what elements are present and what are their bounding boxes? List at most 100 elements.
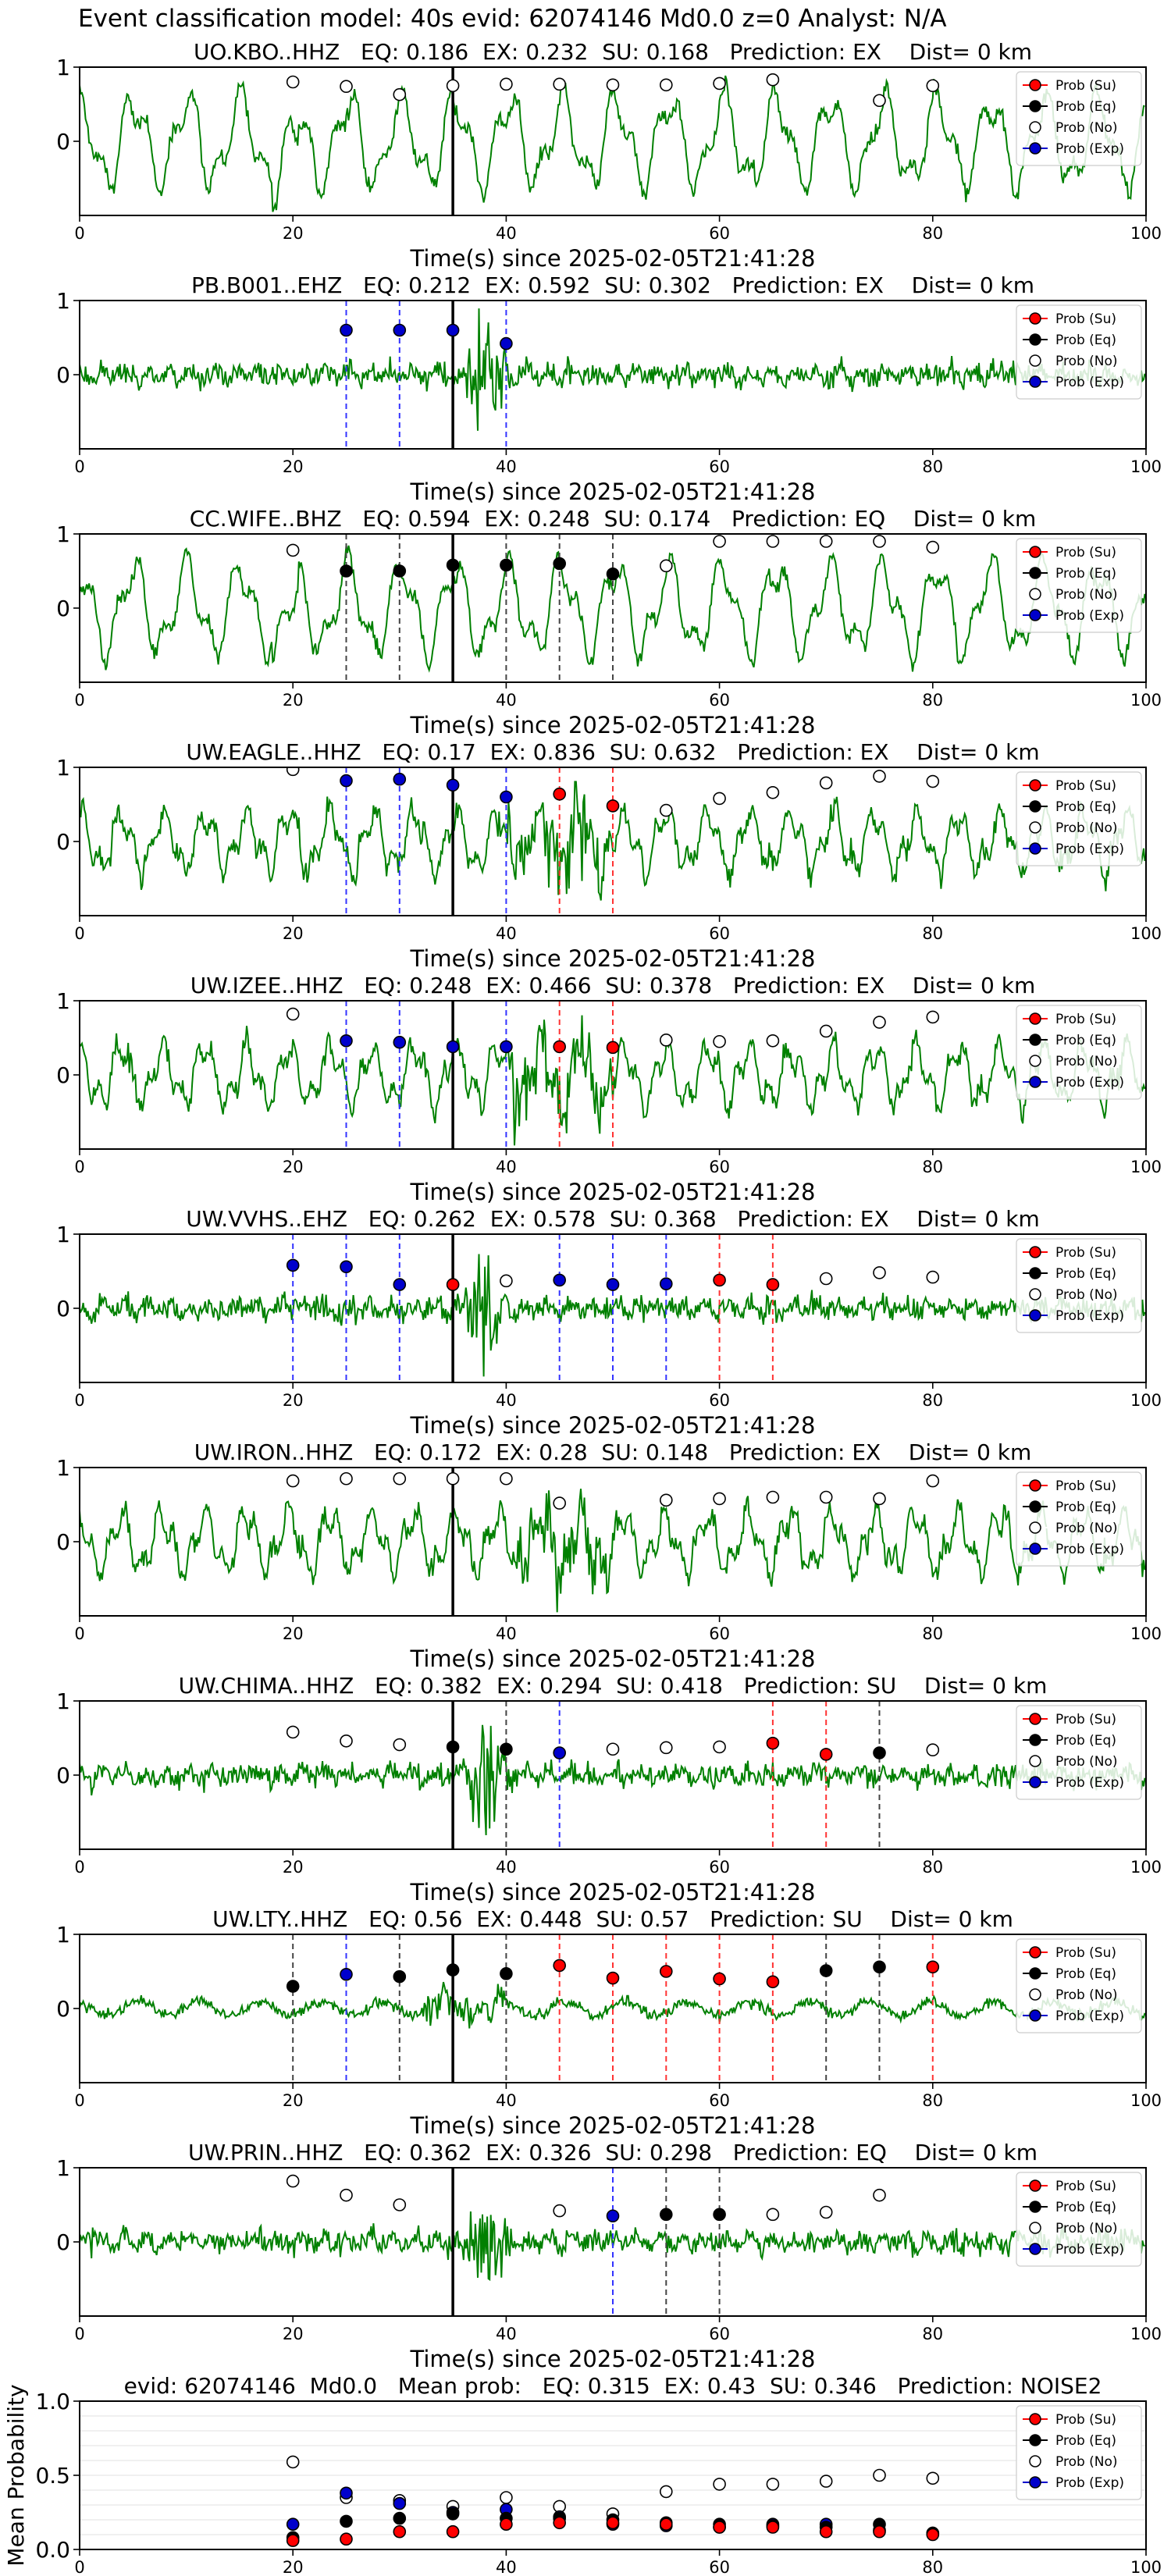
legend-label: Prob (Su) bbox=[1055, 311, 1116, 327]
prob-marker-no bbox=[926, 540, 940, 554]
legend: Prob (Su) Prob (Eq) Prob (No) Prob (Exp) bbox=[1016, 1005, 1142, 1100]
legend-marker-eq bbox=[1029, 333, 1041, 346]
legend-marker-su bbox=[1029, 1713, 1041, 1725]
prob-marker-eq bbox=[713, 2208, 726, 2222]
x-tick-label: 0 bbox=[74, 1391, 84, 1410]
legend: Prob (Su) Prob (Eq) Prob (No) Prob (Exp) bbox=[1016, 538, 1142, 633]
x-tick-label: 100 bbox=[1130, 1624, 1162, 1643]
mean-prob-point-no bbox=[926, 2471, 940, 2485]
chart-panel: UW.PRIN..HHZ EQ: 0.362 EX: 0.326 SU: 0.2… bbox=[56, 2140, 1162, 2372]
mean-prob-point-su bbox=[393, 2524, 407, 2539]
x-tick-label: 60 bbox=[709, 1858, 730, 1877]
prob-marker-no bbox=[873, 94, 886, 108]
x-tick-label: 40 bbox=[496, 1624, 517, 1643]
legend-marker-exp bbox=[1029, 2009, 1041, 2022]
prob-marker-no bbox=[500, 77, 513, 91]
prob-marker-no bbox=[819, 1272, 833, 1286]
legend-marker-no bbox=[1029, 1288, 1041, 1300]
prob-marker-no bbox=[553, 77, 567, 91]
legend-marker-no bbox=[1029, 121, 1041, 133]
x-tick-label: 100 bbox=[1130, 224, 1162, 243]
legend-marker-no bbox=[1029, 821, 1041, 834]
mean-prob-point-eq bbox=[446, 2507, 460, 2521]
x-tick-label: 80 bbox=[922, 691, 943, 710]
x-tick-label: 20 bbox=[283, 2091, 304, 2110]
plot-area bbox=[80, 767, 1146, 916]
x-tick-label: 40 bbox=[496, 224, 517, 243]
chart-title: UW.IZEE..HHZ EQ: 0.248 EX: 0.466 SU: 0.3… bbox=[190, 973, 1036, 998]
y-tick-label: 0 bbox=[56, 1062, 70, 1088]
legend-marker-eq bbox=[1029, 567, 1041, 579]
legend-marker-exp bbox=[1029, 609, 1041, 621]
prob-marker-no bbox=[713, 1740, 726, 1754]
plot-area bbox=[80, 1934, 1146, 2083]
mean-prob-point-su bbox=[766, 2521, 780, 2534]
waveform-trace bbox=[80, 545, 1146, 673]
x-tick-label: 0 bbox=[74, 1858, 84, 1877]
chart-panel: evid: 62074146 Md0.0 Mean prob: EQ: 0.31… bbox=[3, 2373, 1162, 2576]
legend: Prob (Su) Prob (Eq) Prob (No) Prob (Exp) bbox=[1016, 1238, 1142, 1333]
prob-marker-no bbox=[926, 79, 940, 93]
legend-label: Prob (Exp) bbox=[1055, 1308, 1124, 1324]
prob-marker-eq bbox=[606, 567, 620, 581]
chart-panel: UW.IRON..HHZ EQ: 0.172 EX: 0.28 SU: 0.14… bbox=[56, 1439, 1162, 1672]
mean-prob-point-no bbox=[713, 2478, 726, 2491]
legend-marker-eq bbox=[1029, 800, 1041, 813]
prob-marker-no bbox=[500, 1274, 513, 1288]
prob-marker-no bbox=[766, 2208, 780, 2222]
y-tick-label: 1 bbox=[56, 988, 70, 1014]
prob-marker-no bbox=[766, 1034, 780, 1048]
legend-box bbox=[1016, 71, 1142, 166]
legend-marker-su bbox=[1029, 779, 1041, 792]
x-tick-label: 0 bbox=[74, 224, 84, 243]
prob-marker-exp bbox=[659, 1277, 673, 1290]
x-axis-label: Time(s) since 2025-02-05T21:41:28 bbox=[410, 1412, 816, 1439]
legend-marker-su bbox=[1029, 2413, 1041, 2425]
plot-area bbox=[80, 1234, 1146, 1382]
legend-label: Prob (Eq) bbox=[1055, 2200, 1116, 2215]
y-tick-label: 0 bbox=[56, 129, 70, 155]
prob-marker-no bbox=[873, 535, 886, 548]
waveform-trace bbox=[80, 1489, 1146, 1613]
legend-label: Prob (Su) bbox=[1055, 1245, 1116, 1261]
x-tick-label: 80 bbox=[922, 224, 943, 243]
legend-marker-eq bbox=[1029, 1500, 1041, 1513]
legend-label: Prob (Su) bbox=[1055, 2179, 1116, 2194]
x-tick-label: 0 bbox=[74, 691, 84, 710]
prob-marker-su bbox=[553, 1959, 567, 1973]
x-tick-label: 60 bbox=[709, 2558, 730, 2576]
prob-marker-exp bbox=[553, 1273, 567, 1287]
prob-marker-no bbox=[393, 1738, 407, 1752]
x-axis-label: Time(s) since 2025-02-05T21:41:28 bbox=[410, 1646, 816, 1672]
prob-marker-no bbox=[340, 1735, 353, 1748]
plot-area bbox=[80, 1468, 1146, 1616]
legend-marker-exp bbox=[1029, 1076, 1041, 1088]
legend-marker-exp bbox=[1029, 842, 1041, 855]
prob-marker-no bbox=[819, 1490, 833, 1504]
legend-box bbox=[1016, 1705, 1142, 1800]
legend-marker-su bbox=[1029, 546, 1041, 558]
chart-title: UW.LTY..HHZ EQ: 0.56 EX: 0.448 SU: 0.57 … bbox=[212, 1906, 1013, 1932]
legend-label: Prob (Exp) bbox=[1055, 1775, 1124, 1791]
prob-marker-no bbox=[819, 535, 833, 548]
legend-label: Prob (Su) bbox=[1055, 78, 1116, 94]
legend-marker-su bbox=[1029, 312, 1041, 325]
legend-label: Prob (Exp) bbox=[1055, 1075, 1124, 1091]
prob-marker-eq bbox=[873, 1746, 886, 1759]
prob-marker-exp bbox=[340, 774, 353, 788]
mean-prob-point-no bbox=[659, 2485, 673, 2499]
prob-marker-no bbox=[926, 774, 940, 788]
legend-marker-exp bbox=[1029, 1309, 1041, 1322]
prob-marker-no bbox=[340, 80, 353, 93]
x-tick-label: 0 bbox=[74, 2325, 84, 2343]
legend-label: Prob (Exp) bbox=[1055, 2008, 1124, 2024]
prob-marker-no bbox=[393, 1471, 407, 1485]
waveform-trace bbox=[80, 308, 1146, 431]
x-tick-label: 20 bbox=[283, 2558, 304, 2576]
mean-prob-point-su bbox=[446, 2524, 460, 2539]
chart-panel: UW.VVHS..EHZ EQ: 0.262 EX: 0.578 SU: 0.3… bbox=[56, 1206, 1162, 1439]
x-tick-label: 60 bbox=[709, 1624, 730, 1643]
prob-marker-no bbox=[713, 1492, 726, 1506]
prob-marker-eq bbox=[819, 1964, 833, 1977]
